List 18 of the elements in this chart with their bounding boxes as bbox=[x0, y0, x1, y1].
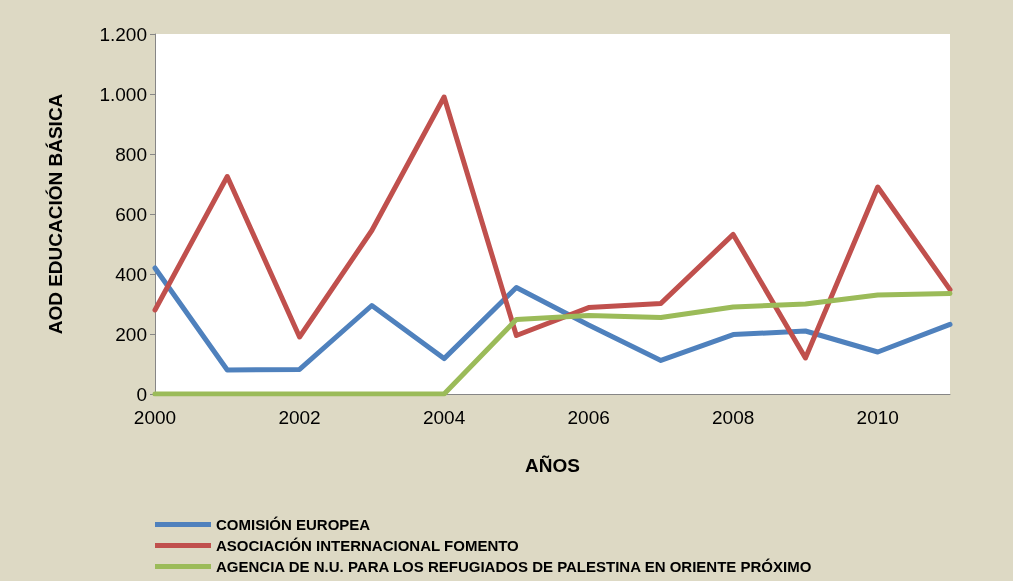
y-tick-label: 400 bbox=[115, 263, 147, 285]
legend-label: ASOCIACIÓN INTERNACIONAL FOMENTO bbox=[216, 537, 520, 554]
legend-label: AGENCIA DE N.U. PARA LOS REFUGIADOS DE PALESTINA EN ORIENTE PRÓXIMO bbox=[216, 558, 812, 575]
y-tick-label: 0 bbox=[136, 383, 147, 405]
y-tick-label: 800 bbox=[115, 143, 147, 165]
x-axis-title: AÑOS bbox=[525, 455, 580, 476]
y-tick-label: 200 bbox=[115, 323, 147, 345]
y-tick-label: 1.000 bbox=[99, 83, 147, 105]
x-tick-label: 2000 bbox=[133, 407, 177, 428]
legend-label: COMISIÓN EUROPEA bbox=[216, 516, 371, 533]
y-tick-label: 600 bbox=[115, 203, 147, 225]
y-tick-label: 1.200 bbox=[99, 23, 147, 45]
x-tick-label: 2006 bbox=[567, 407, 610, 428]
x-tick-label: 2002 bbox=[278, 407, 321, 428]
x-tick-label: 2004 bbox=[422, 407, 466, 428]
x-tick-label: 2010 bbox=[856, 407, 899, 428]
x-tick-label: 2008 bbox=[712, 407, 755, 428]
y-axis-title: AOD EDUCACIÓN BÁSICA bbox=[45, 93, 66, 335]
